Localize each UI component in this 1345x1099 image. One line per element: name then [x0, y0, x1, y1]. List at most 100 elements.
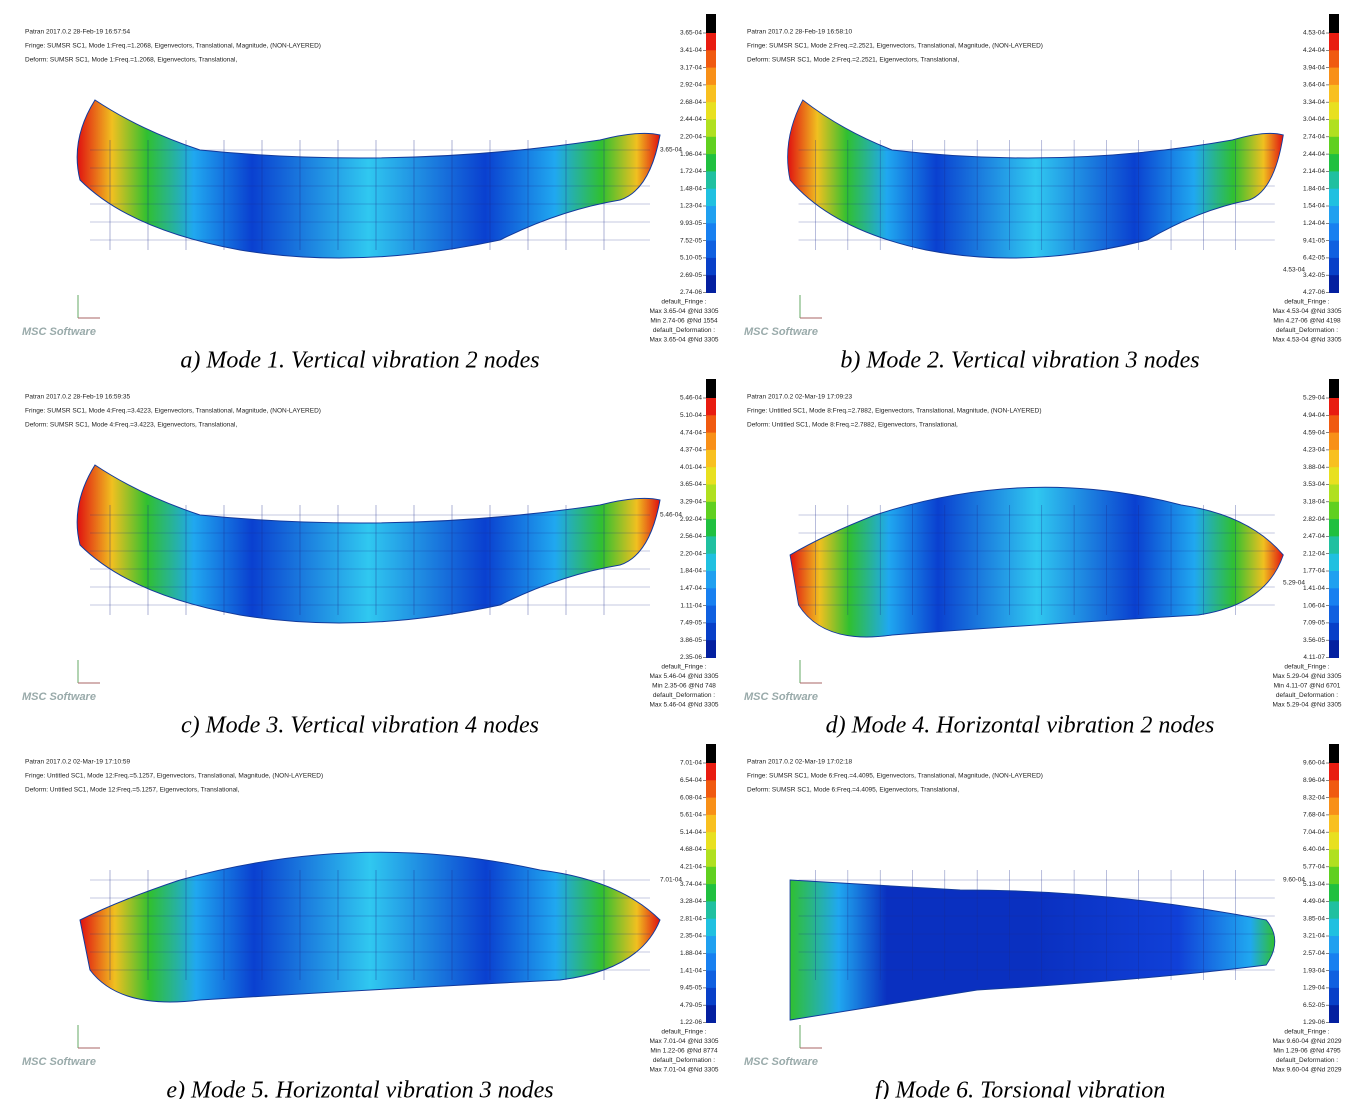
colorbar-label: 3.74-04 — [680, 881, 702, 888]
legend-line: default_Fringe : — [1284, 664, 1329, 671]
colorbar-label: 1.48-04 — [680, 185, 702, 192]
model-max-label: 5.29-04 — [1283, 580, 1305, 587]
colorbar-band — [1329, 849, 1339, 868]
legend-line: Max 3.65-04 @Nd 3305 — [649, 337, 718, 344]
hull — [789, 879, 1276, 1021]
colorbar-label: 2.74-06 — [680, 289, 702, 296]
colorbar-band — [706, 136, 716, 155]
header-line: Fringe: SUMSR SC1, Mode 6:Freq.=4.4095, … — [747, 773, 1043, 780]
colorbar-top — [1329, 379, 1339, 398]
header-line: Fringe: SUMSR SC1, Mode 2:Freq.=2.2521, … — [747, 43, 1043, 50]
colorbar-band — [1329, 154, 1339, 172]
colorbar-band — [1329, 449, 1339, 468]
colorbar-label: 2.47-04 — [1303, 533, 1325, 540]
colorbar-label: 9.60-04 — [1303, 760, 1325, 767]
colorbar-label: 3.56-05 — [1303, 637, 1325, 644]
legend-line: Max 9.60-04 @Nd 2029 — [1272, 1067, 1341, 1074]
colorbar-label: 2.68-04 — [680, 99, 702, 106]
colorbar-label: 1.77-04 — [1303, 568, 1325, 575]
colorbar-label: 2.20-04 — [680, 134, 702, 141]
header-line: Fringe: Untitled SC1, Mode 8:Freq.=2.788… — [747, 408, 1042, 415]
colorbar-label: 1.22-06 — [680, 1019, 702, 1026]
colorbar-label: 2.35-06 — [680, 654, 702, 661]
colorbar-band — [706, 206, 716, 224]
colorbar-band — [706, 553, 716, 572]
colorbar-band — [1329, 605, 1339, 624]
legend-line: default_Fringe : — [1284, 1029, 1329, 1036]
panel: Patran 2017.0.2 02-Mar-19 17:09:23 Fringe… — [744, 379, 1342, 739]
colorbar-top — [706, 14, 716, 33]
colorbar-label: 9.45-05 — [680, 985, 702, 992]
colorbar-label: 6.08-04 — [680, 794, 702, 801]
colorbar-label: 5.10-04 — [680, 412, 702, 419]
legend-line: Max 7.01-04 @Nd 3305 — [649, 1067, 718, 1074]
legend-line: Max 5.29-04 @Nd 3305 — [1272, 702, 1341, 709]
hull — [76, 99, 661, 259]
colorbar-label: 7.68-04 — [1303, 812, 1325, 819]
colorbar-label: 3.42-05 — [1303, 272, 1325, 279]
colorbar-label: 5.29-04 — [1303, 395, 1325, 402]
logo: MSC Software — [744, 691, 818, 703]
legend-line: Max 7.01-04 @Nd 3305 — [649, 1038, 718, 1045]
header-line: Deform: SUMSR SC1, Mode 4:Freq.=3.4223, … — [25, 422, 237, 429]
colorbar-band — [1329, 622, 1339, 641]
legend-line: Max 3.65-04 @Nd 3305 — [649, 308, 718, 315]
colorbar-label: 1.54-04 — [1303, 203, 1325, 210]
colorbar-label: 1.84-04 — [680, 568, 702, 575]
legend-line: default_Deformation : — [653, 1057, 715, 1064]
colorbar-label: 7.04-04 — [1303, 829, 1325, 836]
colorbar-band — [706, 275, 716, 293]
colorbar-label: 2.14-04 — [1303, 168, 1325, 175]
colorbar-label: 5.46-04 — [680, 395, 702, 402]
colorbar-band — [1329, 84, 1339, 103]
legend-line: default_Deformation : — [1276, 692, 1338, 699]
colorbar-label: 7.49-05 — [680, 620, 702, 627]
hull — [789, 486, 1284, 638]
ship-model — [76, 99, 661, 259]
colorbar-band — [1329, 640, 1339, 658]
colorbar-label: 1.06-04 — [1303, 602, 1325, 609]
colorbar-band — [1329, 188, 1339, 207]
header-line: Patran 2017.0.2 28-Feb-19 16:59:35 — [25, 394, 131, 401]
legend-line: default_Fringe : — [661, 1029, 706, 1036]
legend-line: Max 5.46-04 @Nd 3305 — [649, 702, 718, 709]
colorbar-label: 3.18-04 — [1303, 499, 1325, 506]
colorbar-band — [1329, 1005, 1339, 1023]
colorbar-label: 1.84-04 — [1303, 185, 1325, 192]
caption: b) Mode 2. Vertical vibration 3 nodes — [840, 348, 1199, 374]
legend-line: default_Deformation : — [1276, 1057, 1338, 1064]
colorbar-label: 1.96-04 — [680, 151, 702, 158]
legend-line: Max 4.53-04 @Nd 3305 — [1272, 337, 1341, 344]
colorbar-label: 2.35-04 — [680, 933, 702, 940]
logo: MSC Software — [22, 326, 96, 338]
legend-line: Min 4.11-07 @Nd 6701 — [1274, 683, 1341, 690]
legend-line: Max 9.60-04 @Nd 2029 — [1272, 1038, 1341, 1045]
colorbar-label: 2.44-04 — [1303, 151, 1325, 158]
hull — [79, 851, 661, 1003]
header-line: Patran 2017.0.2 02-Mar-19 17:09:23 — [747, 394, 853, 401]
colorbar-band — [1329, 571, 1339, 589]
colorbar-band — [706, 901, 716, 920]
colorbar-band — [706, 588, 716, 607]
colorbar-band — [706, 832, 716, 850]
colorbar-band — [706, 918, 716, 937]
header-line: Patran 2017.0.2 02-Mar-19 17:10:59 — [25, 759, 131, 766]
colorbar-band — [1329, 814, 1339, 833]
colorbar-label: 3.04-04 — [1303, 116, 1325, 123]
legend-line: default_Deformation : — [653, 692, 715, 699]
header-line: Fringe: Untitled SC1, Mode 12:Freq.=5.12… — [25, 773, 323, 780]
colorbar-band — [1329, 797, 1339, 816]
colorbar-band — [706, 605, 716, 624]
colorbar-band — [706, 171, 716, 190]
colorbar-label: 1.24-04 — [1303, 220, 1325, 227]
colorbar-band — [1329, 136, 1339, 155]
legend-line: Min 4.27-06 @Nd 4198 — [1273, 318, 1341, 325]
colorbar-band — [706, 763, 716, 781]
colorbar-band — [1329, 780, 1339, 799]
header-line: Deform: Untitled SC1, Mode 12:Freq.=5.12… — [25, 787, 240, 794]
caption: d) Mode 4. Horizontal vibration 2 nodes — [826, 713, 1215, 739]
colorbar-label: 3.34-04 — [1303, 99, 1325, 106]
colorbar-label: 9.93-05 — [680, 220, 702, 227]
colorbar-band — [706, 415, 716, 434]
colorbar-label: 1.11-04 — [680, 602, 702, 609]
